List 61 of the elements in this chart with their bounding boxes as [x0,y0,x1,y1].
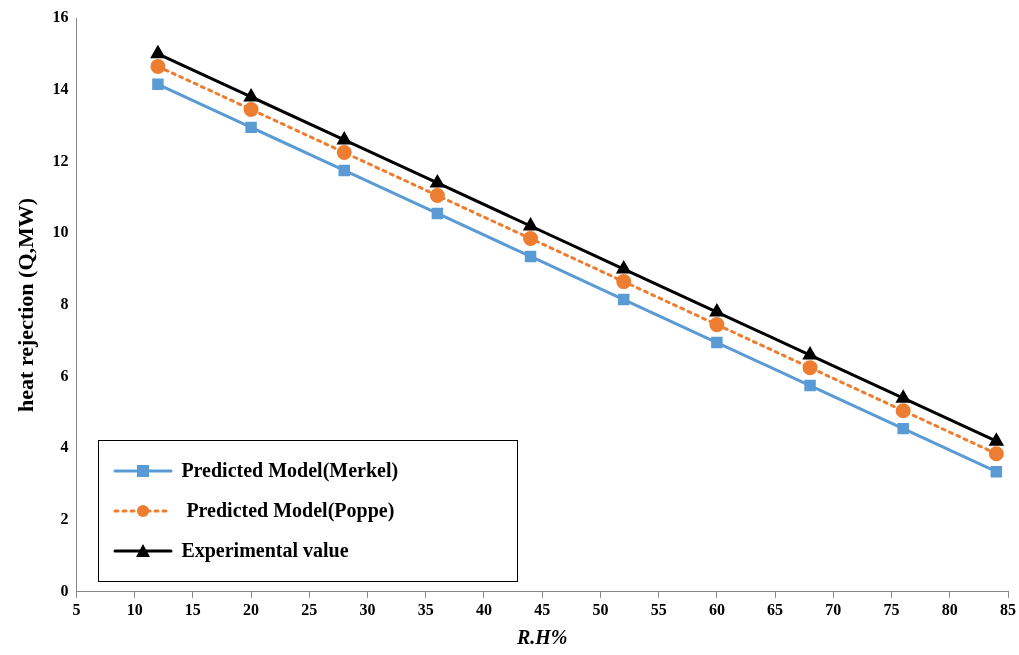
x-tick-label: 55 [650,600,667,618]
point [244,89,258,102]
y-axis-title: heat rejection (Q,MW) [12,197,38,412]
x-tick-label: 70 [825,600,842,618]
point [895,403,911,419]
x-tick-label: 75 [883,600,900,618]
point [896,390,910,403]
point [524,250,537,263]
y-tick-label: 2 [60,510,69,528]
point [430,175,445,188]
x-tick-label: 15 [184,600,201,618]
point [802,360,818,376]
point [429,188,445,204]
y-tick-label: 4 [60,438,69,456]
point [897,422,909,435]
point [243,101,259,117]
point [617,261,631,274]
point [337,132,351,145]
y-tick-label: 16 [52,8,69,26]
x-tick-label: 45 [534,600,551,618]
x-axis-title: R.H% [515,626,568,649]
x-tick-label: 20 [243,600,260,618]
y-tick-label: 10 [52,223,69,241]
y-tick-label: 8 [60,295,69,313]
point [431,207,444,220]
point [617,293,630,306]
point [709,317,725,333]
x-tick-label: 35 [417,600,434,618]
x-tick-label: 30 [359,600,376,618]
point [338,164,350,177]
legend-label: Experimental value [181,539,349,563]
x-tick-label: 80 [941,600,958,618]
point [245,121,257,134]
point [151,46,165,59]
y-tick-label: 0 [60,581,69,599]
x-tick-label: 85 [1000,600,1016,618]
point [988,446,1004,462]
point [710,304,724,317]
point [150,58,166,74]
point [336,144,352,160]
point [990,465,1003,478]
point [523,231,539,247]
point [152,78,164,91]
x-tick-label: 65 [767,600,784,618]
legend-label: Predicted Model(Poppe) [185,499,395,523]
point [523,218,538,231]
x-tick-label: 40 [475,600,492,618]
y-tick-label: 6 [60,366,69,384]
x-tick-label: 10 [126,600,143,618]
point [803,347,817,360]
point [804,379,816,392]
point [616,274,632,290]
x-tick-label: 25 [301,600,318,618]
y-tick-label: 12 [52,151,69,169]
point [711,336,723,349]
y-tick-label: 14 [52,79,69,97]
legend-label: Predicted Model(Merkel) [181,459,399,483]
x-tick-label: 60 [708,600,725,618]
point [989,433,1004,446]
x-tick-label: 5 [72,600,81,618]
x-tick-label: 50 [592,600,609,618]
